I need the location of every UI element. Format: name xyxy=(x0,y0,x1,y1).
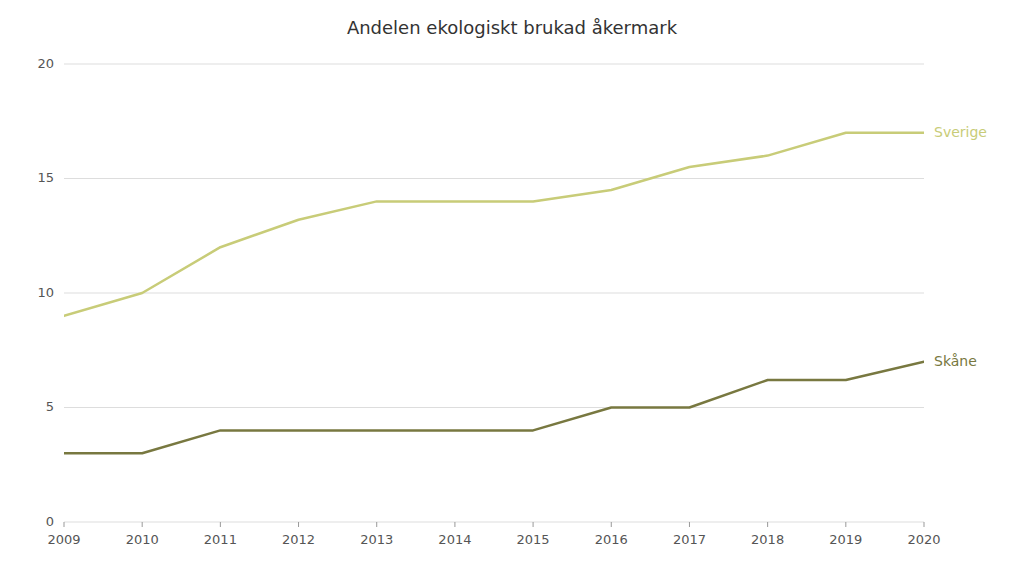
y-tick-label: 5 xyxy=(46,399,54,414)
x-tick-label: 2009 xyxy=(47,532,80,547)
x-tick xyxy=(220,522,221,527)
x-tick xyxy=(767,522,768,527)
y-tick-label: 0 xyxy=(46,514,54,529)
x-tick-label: 2017 xyxy=(673,532,706,547)
plot-area xyxy=(64,133,924,454)
x-tick xyxy=(142,522,143,527)
chart-container: Andelen ekologiskt brukad åkermark 0 5 10 15… xyxy=(0,0,1024,576)
series-line xyxy=(64,362,924,454)
series-labels: Sverige Skåne xyxy=(934,124,987,369)
chart-svg: Andelen ekologiskt brukad åkermark 0 5 10 15… xyxy=(0,0,1024,576)
series-label: Sverige xyxy=(934,124,987,140)
x-tick xyxy=(533,522,534,527)
x-tick-label: 2019 xyxy=(829,532,862,547)
x-tick-label: 2016 xyxy=(595,532,628,547)
x-tick-label: 2011 xyxy=(204,532,237,547)
series-line xyxy=(64,133,924,316)
x-tick xyxy=(689,522,690,527)
x-tick xyxy=(454,522,455,527)
chart-title: Andelen ekologiskt brukad åkermark xyxy=(347,17,678,38)
y-tick-label: 10 xyxy=(37,285,54,300)
x-tick xyxy=(845,522,846,527)
x-tick xyxy=(611,522,612,527)
x-tick xyxy=(298,522,299,527)
x-tick-label: 2020 xyxy=(907,532,940,547)
y-axis: 0 5 10 15 20 xyxy=(37,56,924,529)
x-tick xyxy=(924,522,925,527)
grid-line xyxy=(64,407,924,408)
x-tick-label: 2010 xyxy=(126,532,159,547)
x-axis: 2009 2010 2011 2012 2013 2014 2015 2016 2017 2018… xyxy=(47,522,940,547)
y-tick-label: 15 xyxy=(37,170,54,185)
x-tick-label: 2015 xyxy=(517,532,550,547)
x-tick xyxy=(376,522,377,527)
series-label: Skåne xyxy=(934,353,977,369)
x-tick-label: 2018 xyxy=(751,532,784,547)
grid-line xyxy=(64,64,924,65)
x-tick xyxy=(64,522,65,527)
x-tick-label: 2013 xyxy=(360,532,393,547)
grid-line xyxy=(64,178,924,179)
x-tick-label: 2014 xyxy=(438,532,471,547)
grid-line xyxy=(64,293,924,294)
y-tick-label: 20 xyxy=(37,56,54,71)
grid-line xyxy=(64,522,924,523)
x-tick-label: 2012 xyxy=(282,532,315,547)
